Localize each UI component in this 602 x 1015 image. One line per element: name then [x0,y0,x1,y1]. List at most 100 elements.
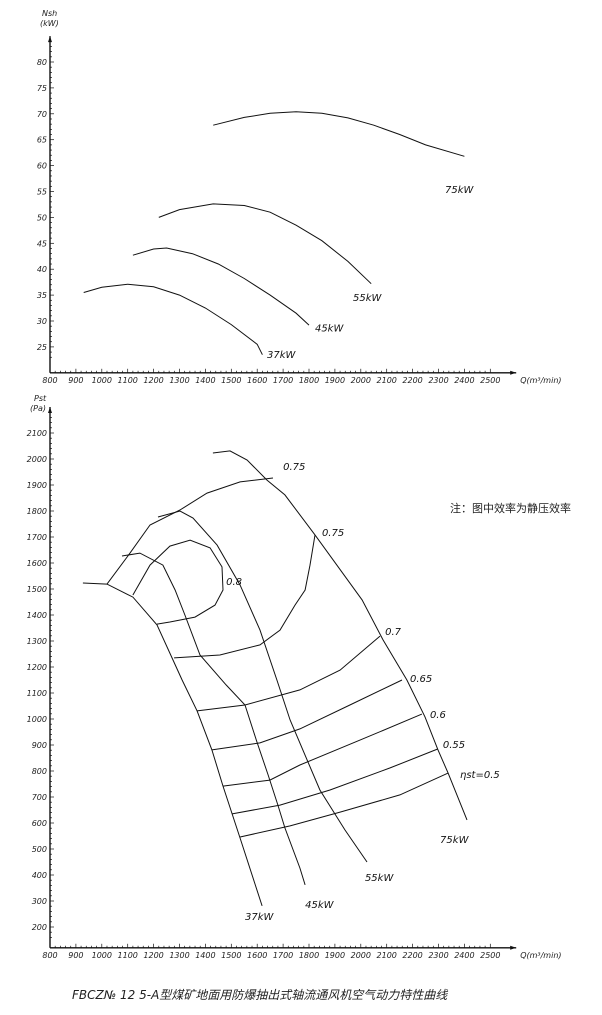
y-tick-label: 55 [37,188,47,197]
efficiency-label: ηst=0.5 [460,770,500,781]
efficiency-label: 0.75 [283,462,305,473]
y-axis-unit: (Pa) [30,404,46,413]
power-curve-45kW [132,247,310,326]
x-tick-label: 2400 [454,951,474,960]
x-axis-label: Q(m³/min) [520,376,561,385]
efficiency-label: 0.7 [385,627,402,638]
y-tick-label: 400 [32,871,47,880]
x-tick-label: 2100 [377,376,397,385]
efficiency-label: 0.75 [322,528,344,539]
efficiency-contour-0.7 [197,635,381,712]
x-tick-label: 1500 [221,951,241,960]
chart-panel-1: 800 900 1000 1100 1200 1300 1400 1500 1600 1700 18… [37,9,562,385]
y-axis-arrow-icon [48,407,52,413]
x-tick-label: 900 [68,951,83,960]
y-tick-label: 60 [37,162,47,171]
y-tick-label: 1800 [27,507,47,516]
power-curve-label: 75kW [440,835,470,846]
y-tick-label: 1100 [27,689,47,698]
x-axis-arrow-icon [510,945,517,950]
y-tick-label: 70 [37,110,47,119]
power-curve-label: 37kW [267,350,297,361]
y-tick-label: 1300 [27,637,47,646]
y-tick-label: 40 [37,265,47,274]
x-tick-label: 1100 [118,376,138,385]
efficiency-contour-0.65 [211,679,403,751]
x-tick-label: 800 [42,376,57,385]
x-tick-label: 1800 [299,951,319,960]
x-tick-label: 1200 [143,951,163,960]
power-curve-label: 45kW [315,323,345,334]
x-tick-label: 1400 [195,951,215,960]
y-tick-label: 700 [32,793,47,802]
power-curve-75kW [212,450,468,821]
power-curve-label: 45kW [305,900,335,911]
y-axis-label: Pst [34,394,47,403]
y-tick-label: 25 [37,343,47,352]
x-tick-label: 1500 [221,376,241,385]
efficiency-label: 0.8 [226,577,242,588]
x-tick-label: 1900 [325,376,345,385]
x-tick-label: 1100 [118,951,138,960]
y-tick-label: 200 [32,923,47,932]
power-curve-label: 55kW [353,293,383,304]
y-axis-label: Nsh [42,9,57,18]
x-tick-label: 1200 [143,376,163,385]
power-curve-37kW [82,582,263,907]
x-tick-label: 2500 [480,376,500,385]
x-tick-label: 1700 [273,951,293,960]
efficiency-contour-0.6 [222,713,423,787]
x-tick-label: 900 [68,376,83,385]
x-tick-label: 1900 [325,951,345,960]
x-tick-label: 1000 [92,951,112,960]
y-tick-label: 1900 [27,481,47,490]
efficiency-contour-0.75 [106,477,274,585]
x-tick-label: 2300 [428,376,448,385]
chart-panel-2: 800 900 1000 1100 1200 1300 1400 1500 1600 1700 18… [27,394,562,960]
power-curve-label: 75kW [445,185,475,196]
y-tick-label: 2100 [27,429,47,438]
x-axis-arrow-icon [510,370,517,375]
x-tick-label: 1600 [247,951,267,960]
power-curve-45kW [121,552,306,886]
power-curve-75kW [213,111,465,157]
y-tick-label: 1200 [27,663,47,672]
efficiency-note: 注：图中效率为静压效率 [450,502,571,515]
y-tick-label: 35 [37,291,47,300]
x-tick-label: 1700 [273,376,293,385]
x-axis-label: Q(m³/min) [520,951,561,960]
y-tick-label: 30 [37,317,47,326]
efficiency-contour-ηst=0.5 [239,772,449,838]
y-tick-label: 80 [37,58,47,67]
y-tick-label: 75 [37,84,47,93]
x-tick-label: 2400 [454,376,474,385]
x-tick-label: 1300 [169,376,189,385]
y-tick-label: 300 [32,897,47,906]
y-axis-unit: (kW) [40,19,59,28]
power-curve-55kW [157,510,368,863]
x-tick-label: 1300 [169,951,189,960]
x-tick-label: 2500 [480,951,500,960]
x-tick-label: 2000 [351,951,371,960]
x-tick-label: 1800 [299,376,319,385]
x-tick-label: 2300 [428,951,448,960]
efficiency-label: 0.65 [410,674,432,685]
y-tick-label: 900 [32,741,47,750]
x-tick-label: 2200 [402,951,422,960]
y-tick-label: 65 [37,136,47,145]
y-tick-label: 1600 [27,559,47,568]
chart-caption: FBCZ№ 12 5-A型煤矿地面用防爆抽出式轴流通风机空气动力特性曲线 [72,988,448,1002]
y-tick-label: 50 [37,213,47,222]
y-tick-label: 1700 [27,533,47,542]
y-tick-label: 1400 [27,611,47,620]
y-tick-label: 1000 [27,715,47,724]
x-tick-label: 2200 [402,376,422,385]
power-curve-37kW [83,283,263,355]
power-curve-label: 37kW [245,912,275,923]
efficiency-contour-0.55 [232,748,439,815]
y-tick-label: 1500 [27,585,47,594]
x-tick-label: 1600 [247,376,267,385]
efficiency-contour-0.8 [132,539,224,625]
x-tick-label: 800 [42,951,57,960]
